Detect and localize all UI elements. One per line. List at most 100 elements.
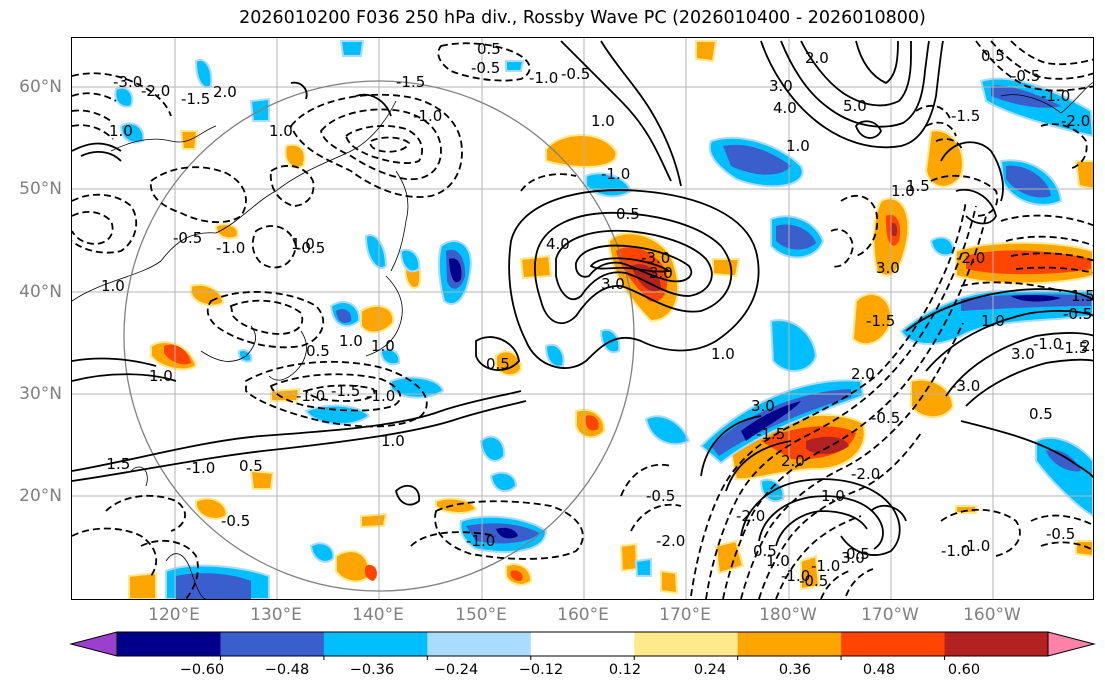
lat-label-40n: 40°N — [19, 282, 62, 302]
contour-label: -1.0 — [296, 387, 325, 405]
contour-label: 1.0 — [591, 112, 615, 130]
contour-label: -1.0 — [781, 567, 810, 585]
contour-label: -1.0 — [186, 459, 215, 477]
contour-label: -2.0 — [1061, 112, 1090, 130]
colorbar-extend-low — [69, 631, 118, 657]
contour-label: -2.0 — [851, 465, 880, 483]
contour-label: -0.5 — [1011, 67, 1040, 85]
contour-label: 1.0 — [269, 122, 293, 140]
contour-label: -1.0 — [1041, 87, 1070, 105]
contour-label: 1.0 — [981, 312, 1005, 330]
lon-label-120e: 120°E — [148, 605, 200, 625]
contour-label: 2.0 — [805, 49, 829, 67]
colorbar-cell — [323, 632, 428, 656]
lat-label-60n: 60°N — [19, 77, 62, 97]
colorbar — [69, 631, 1096, 660]
contour-label: 3.0 — [649, 264, 673, 282]
colorbar-cell — [530, 632, 635, 656]
map-plot-area[interactable]: -3.0 -2.0 -1.5 2.0 -1.5 -1.0 0.5 -0.5 -1… — [71, 37, 1094, 600]
contour-label: 1.0 — [101, 277, 125, 295]
colorbar-tick-label: 0.24 — [693, 662, 727, 678]
contour-label: 1.0 — [821, 487, 845, 505]
contour-label: 1.0 — [109, 122, 133, 140]
contour-label: -2.0 — [141, 82, 170, 100]
contour-label: 0.5 — [477, 40, 501, 58]
contour-label: 0.5 — [981, 47, 1005, 65]
lon-label-160w: 160°W — [963, 605, 1021, 625]
colorbar-tick-label: −0.36 — [349, 662, 395, 678]
lon-label-150e: 150°E — [455, 605, 507, 625]
contour-label: 3.0 — [841, 549, 865, 567]
colorbar-tick-label: −0.48 — [264, 662, 310, 678]
contour-label: -1.0 — [961, 537, 990, 555]
contour-label: 5.0 — [843, 97, 867, 115]
rossby-contours-negative — [72, 40, 1093, 599]
contour-label: -0.5 — [1046, 525, 1075, 543]
colorbar-extend-high — [1047, 631, 1096, 657]
colorbar-tick-label: −0.24 — [433, 662, 479, 678]
contour-label: -0.5 — [173, 229, 202, 247]
contour-label: -1.5 — [181, 90, 210, 108]
colorbar-cell — [634, 632, 739, 656]
contour-label: -1.5 — [951, 107, 980, 125]
colorbar-cell — [427, 632, 532, 656]
contour-label: 2.0 — [213, 83, 237, 101]
colorbar-tick-label: 0.60 — [947, 662, 981, 678]
colorbar-cell — [944, 632, 1049, 656]
contour-label: -0.5 — [871, 409, 900, 427]
colorbar-tick-label: −0.60 — [179, 662, 225, 678]
contour-label: 3.0 — [601, 275, 625, 293]
map-canvas: -3.0 -2.0 -1.5 2.0 -1.5 -1.0 0.5 -0.5 -1… — [72, 38, 1094, 599]
contour-label: -1.0 — [601, 165, 630, 183]
domain-circle — [123, 80, 635, 592]
contour-label: 1.0 — [291, 235, 315, 253]
colorbar-tick-label: −0.12 — [518, 662, 564, 678]
contour-label: -0.5 — [471, 59, 500, 77]
contour-label: 1.0 — [339, 332, 363, 350]
contour-label: -2.0 — [656, 532, 685, 550]
lon-label-130e: 130°E — [250, 605, 302, 625]
contour-label: -1.0 — [466, 532, 495, 550]
contour-label: -1.0 — [216, 239, 245, 257]
lat-label-30n: 30°N — [19, 384, 62, 404]
contour-label: 3.0 — [876, 259, 900, 277]
contour-label: -1.0 — [413, 107, 442, 125]
contour-label: 3.0 — [1011, 345, 1035, 363]
contour-label: -1.0 — [366, 387, 395, 405]
contour-label: -2.0 — [736, 507, 765, 525]
colorbar-tick-label: 0.48 — [862, 662, 896, 678]
colorbar-tick-label: 0.36 — [778, 662, 812, 678]
colorbar-ticks — [219, 656, 946, 660]
contour-label: -1.5 — [331, 382, 360, 400]
coastlines — [72, 81, 1093, 599]
contour-label: 0.5 — [1029, 405, 1053, 423]
contour-label: -1.5 — [756, 425, 785, 443]
contour-label: 0.5 — [846, 545, 870, 563]
contour-label: -1.0 — [811, 557, 840, 575]
contour-label: 1.5 — [1071, 287, 1094, 305]
contour-label: -0.5 — [296, 239, 325, 257]
lon-label-170e: 170°E — [659, 605, 711, 625]
contour-label: 2.0 — [781, 452, 805, 470]
divergence-fill — [114, 40, 1093, 599]
lon-label-180w: 180°W — [759, 605, 817, 625]
lat-label-50n: 50°N — [19, 179, 62, 199]
contour-label: 2.0 — [851, 365, 875, 383]
contour-label: 1.0 — [891, 182, 915, 200]
contour-label: -0.5 — [799, 572, 828, 590]
contour-label: -1.5 — [101, 455, 130, 473]
map-title: 2026010200 F036 250 hPa div., Rossby Wav… — [239, 8, 926, 28]
colorbar-tick-label: 0.12 — [608, 662, 642, 678]
contour-label: 0.5 — [486, 355, 510, 373]
lon-label-160e: 160°E — [557, 605, 609, 625]
lon-label-170w: 170°W — [861, 605, 919, 625]
contour-label: 1.0 — [711, 345, 735, 363]
colorbar-cell — [841, 632, 946, 656]
contour-label: 1.5 — [906, 177, 930, 195]
lat-label-20n: 20°N — [19, 486, 62, 506]
contour-label: 0.5 — [239, 457, 263, 475]
colorbar-cell — [220, 632, 325, 656]
contour-label: -0.5 — [646, 487, 675, 505]
contour-label: -1.5 — [1059, 339, 1088, 357]
contour-labels: -3.0 -2.0 -1.5 2.0 -1.5 -1.0 0.5 -0.5 -1… — [101, 40, 1094, 590]
